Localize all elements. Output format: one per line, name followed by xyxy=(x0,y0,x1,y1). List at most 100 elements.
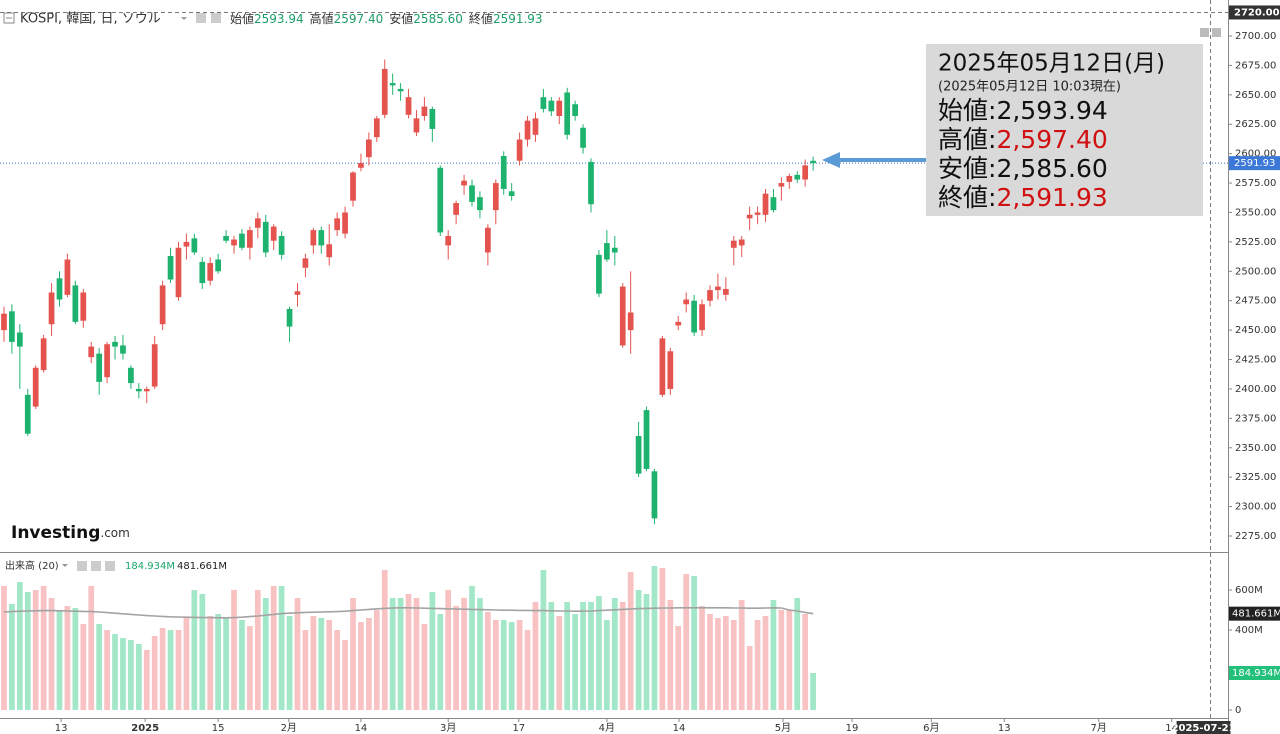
candle-body xyxy=(722,288,729,295)
tooltip-date: 2025年05月12日(月) xyxy=(938,51,1165,77)
close-icon[interactable] xyxy=(105,561,115,571)
ohlc-value: 2593.94 xyxy=(254,12,304,26)
candle-body xyxy=(389,83,396,86)
x-tick-label: 5月 xyxy=(775,722,791,734)
volume-bar xyxy=(112,634,118,710)
volume-current: 184.934M xyxy=(125,561,175,572)
volume-bar xyxy=(96,624,103,710)
candle-body xyxy=(524,120,531,140)
candle-body xyxy=(429,108,436,129)
candle-body xyxy=(572,104,578,116)
hide-icon[interactable] xyxy=(91,561,101,571)
volume-bar xyxy=(151,636,158,710)
candle-body xyxy=(405,97,412,115)
candle-body xyxy=(810,160,816,164)
volume-bar xyxy=(524,630,531,710)
tooltip-row-value: 2,593.94 xyxy=(996,96,1107,125)
volume-bar xyxy=(389,598,396,710)
candle-body xyxy=(532,118,539,135)
volume-bar xyxy=(358,622,364,710)
volume-bar xyxy=(175,630,182,710)
volume-bar xyxy=(802,614,809,710)
candle-body xyxy=(278,236,285,255)
candle-body xyxy=(318,230,325,246)
candle-body xyxy=(56,278,63,300)
crosshair-x-label: 2025-07-21 xyxy=(1172,723,1236,734)
volume-bar xyxy=(231,590,237,710)
volume-bar xyxy=(730,620,737,710)
scale-icon[interactable] xyxy=(1200,28,1209,37)
settings-icon[interactable] xyxy=(196,13,206,23)
candle-body xyxy=(627,312,634,331)
volume-bar xyxy=(635,590,642,710)
volume-bar xyxy=(143,650,150,710)
volume-bar xyxy=(104,630,110,710)
last-price-label: 2591.93 xyxy=(1234,158,1275,169)
x-tick-label: 13 xyxy=(998,723,1011,734)
candle-body xyxy=(254,218,261,228)
tooltip-row: 始値:2,593.94 xyxy=(938,96,1108,125)
volume-bar xyxy=(604,620,610,710)
volume-bar xyxy=(120,638,126,710)
candle-body xyxy=(485,227,491,253)
brand-suffix: .com xyxy=(100,526,129,540)
candle-body xyxy=(143,388,150,392)
volume-bar xyxy=(556,616,563,710)
y-tick-label: 2625.00 xyxy=(1235,119,1276,130)
candle-body xyxy=(699,304,705,331)
volume-bar xyxy=(72,608,79,710)
candle-body xyxy=(120,345,126,354)
volume-bar xyxy=(64,606,71,710)
y-tick-label: 2525.00 xyxy=(1235,237,1276,248)
candle-body xyxy=(334,218,341,231)
collapse-icon[interactable] xyxy=(3,12,15,24)
candle-body xyxy=(159,285,166,325)
candle-body xyxy=(691,300,697,333)
ohlc-value: 2591.93 xyxy=(493,12,543,26)
volume-bar xyxy=(691,576,697,710)
dropdown-arrow[interactable] xyxy=(62,564,68,567)
brand-name: Investing xyxy=(11,523,100,543)
candle-body xyxy=(40,338,47,371)
candle-body xyxy=(270,226,277,241)
volume-ma-current: 481.661M xyxy=(177,561,227,572)
volume-bar xyxy=(207,616,214,710)
candle-body xyxy=(413,118,420,133)
candle-body xyxy=(802,165,809,180)
candle-body xyxy=(762,193,769,215)
candle-body xyxy=(611,247,618,253)
candle-body xyxy=(1,313,7,331)
volume-bar xyxy=(397,598,404,710)
candle-body xyxy=(635,436,642,474)
y-tick-label: 2350.00 xyxy=(1235,443,1276,454)
candle-body xyxy=(366,139,372,158)
volume-bar xyxy=(564,602,571,710)
ohlc-value: 2585.60 xyxy=(413,12,463,26)
candle-body xyxy=(223,236,229,241)
tooltip-row-name: 高値: xyxy=(938,125,996,154)
volume-bar xyxy=(262,598,269,710)
candle-body xyxy=(492,183,499,211)
x-tick-label: 2025 xyxy=(131,723,159,734)
volume-bar xyxy=(532,602,539,710)
candle-body xyxy=(715,286,721,291)
volume-bar xyxy=(596,596,602,710)
maximize-icon[interactable] xyxy=(1212,28,1221,37)
hide-icon[interactable] xyxy=(211,13,221,23)
volume-ma-box xyxy=(1229,606,1280,621)
dropdown-arrow[interactable] xyxy=(181,17,187,20)
volume-bar xyxy=(699,606,705,710)
volume-bar xyxy=(342,640,348,710)
candle-body xyxy=(112,341,118,347)
y-tick-label: 2650.00 xyxy=(1235,90,1276,101)
volume-bar xyxy=(715,618,721,710)
settings-icon[interactable] xyxy=(77,561,87,571)
volume-bar xyxy=(135,644,142,710)
volume-y-tick-label: 0 xyxy=(1235,705,1241,716)
candle-body xyxy=(16,332,23,347)
volume-bar xyxy=(278,586,285,710)
y-tick-label: 2500.00 xyxy=(1235,266,1276,277)
y-tick-label: 2675.00 xyxy=(1235,60,1276,71)
y-tick-label: 2400.00 xyxy=(1235,384,1276,395)
